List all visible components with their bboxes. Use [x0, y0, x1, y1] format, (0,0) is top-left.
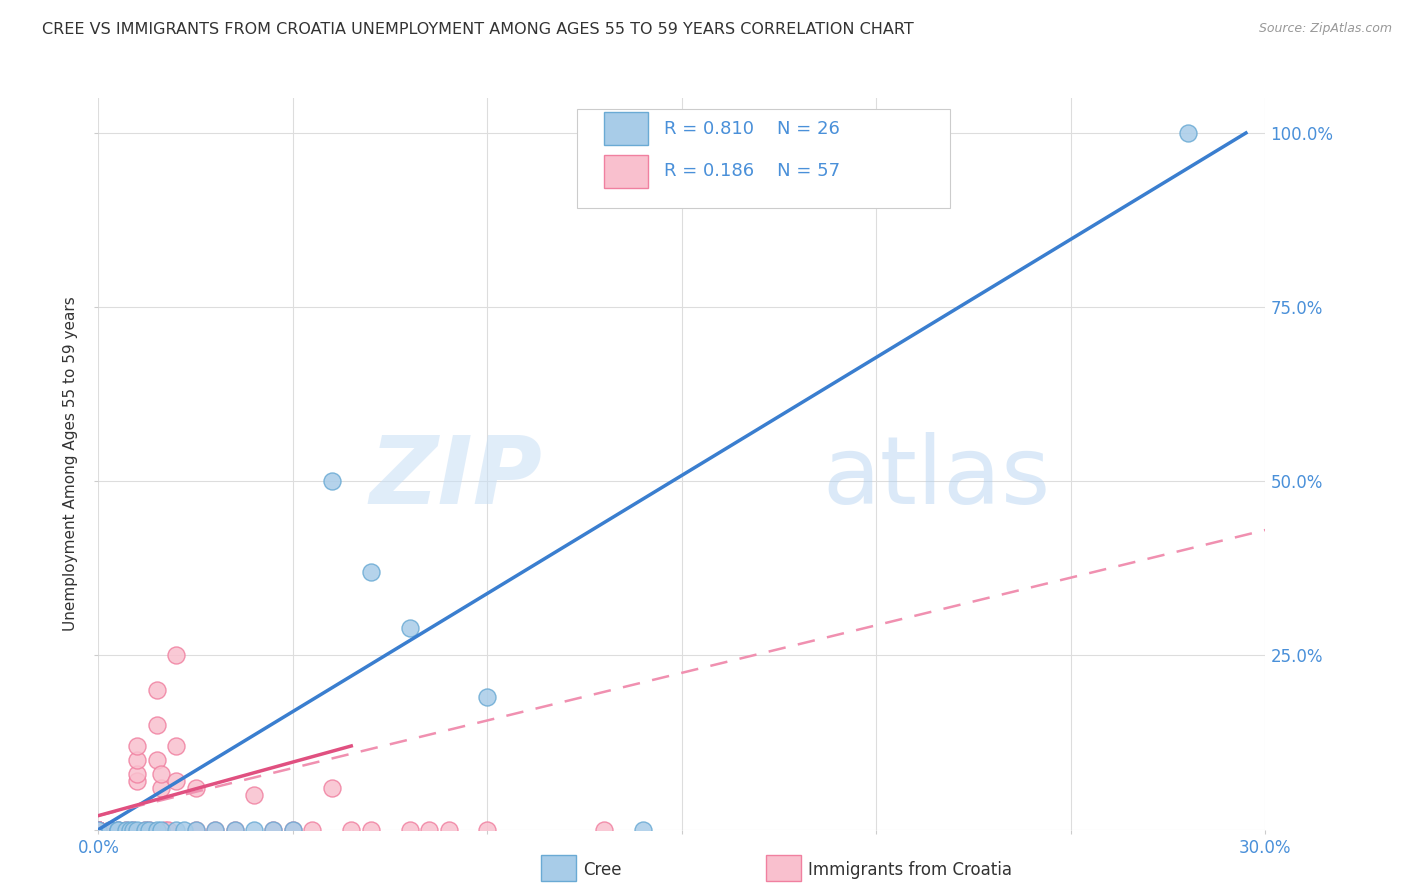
Point	[87, 822, 110, 837]
Point	[87, 822, 110, 837]
Point	[262, 822, 284, 837]
Point	[87, 822, 110, 837]
Point	[281, 822, 304, 837]
Point	[477, 822, 499, 837]
FancyBboxPatch shape	[576, 109, 950, 208]
Text: Cree: Cree	[583, 861, 621, 879]
Point	[165, 822, 187, 837]
Point	[398, 822, 420, 837]
Point	[321, 475, 343, 489]
Point	[321, 780, 343, 795]
Point	[114, 822, 136, 837]
Point	[87, 822, 110, 837]
Point	[127, 767, 149, 781]
Text: atlas: atlas	[823, 433, 1050, 524]
Point	[87, 822, 110, 837]
Text: ZIP: ZIP	[368, 433, 541, 524]
Point	[204, 822, 226, 837]
Point	[153, 822, 176, 837]
Point	[157, 822, 180, 837]
Point	[87, 822, 110, 837]
Point	[360, 822, 382, 837]
Text: CREE VS IMMIGRANTS FROM CROATIA UNEMPLOYMENT AMONG AGES 55 TO 59 YEARS CORRELATI: CREE VS IMMIGRANTS FROM CROATIA UNEMPLOY…	[42, 22, 914, 37]
Text: Source: ZipAtlas.com: Source: ZipAtlas.com	[1258, 22, 1392, 36]
Point	[87, 822, 110, 837]
Point	[122, 822, 145, 837]
Point	[146, 753, 169, 767]
Point	[204, 822, 226, 837]
Point	[98, 822, 121, 837]
Point	[98, 822, 121, 837]
Point	[165, 648, 187, 663]
Point	[107, 822, 129, 837]
Point	[224, 822, 246, 837]
Point	[87, 822, 110, 837]
Point	[87, 822, 110, 837]
Point	[134, 822, 156, 837]
Point	[87, 822, 110, 837]
Point	[477, 690, 499, 705]
Point	[360, 565, 382, 579]
Point	[146, 683, 169, 698]
Point	[87, 822, 110, 837]
Point	[87, 822, 110, 837]
Point	[134, 822, 156, 837]
Point	[146, 822, 169, 837]
Text: Immigrants from Croatia: Immigrants from Croatia	[808, 861, 1012, 879]
Point	[631, 822, 654, 837]
Point	[173, 822, 195, 837]
Point	[243, 822, 266, 837]
Point	[87, 822, 110, 837]
Point	[107, 822, 129, 837]
FancyBboxPatch shape	[603, 155, 648, 187]
Point	[127, 753, 149, 767]
Point	[138, 822, 160, 837]
Y-axis label: Unemployment Among Ages 55 to 59 years: Unemployment Among Ages 55 to 59 years	[63, 296, 79, 632]
Point	[437, 822, 460, 837]
Point	[281, 822, 304, 837]
Point	[127, 773, 149, 788]
Point	[146, 718, 169, 732]
Point	[107, 822, 129, 837]
Point	[127, 739, 149, 753]
Point	[1177, 126, 1199, 140]
Point	[114, 822, 136, 837]
Point	[87, 822, 110, 837]
Point	[87, 822, 110, 837]
Point	[301, 822, 323, 837]
Point	[418, 822, 440, 837]
Point	[184, 822, 207, 837]
Point	[149, 822, 172, 837]
Point	[87, 822, 110, 837]
Text: R = 0.186    N = 57: R = 0.186 N = 57	[665, 162, 841, 180]
Point	[165, 739, 187, 753]
Point	[138, 822, 160, 837]
Point	[224, 822, 246, 837]
Point	[87, 822, 110, 837]
Point	[262, 822, 284, 837]
Point	[87, 822, 110, 837]
Point	[87, 822, 110, 837]
Point	[243, 788, 266, 802]
Point	[593, 822, 616, 837]
Point	[149, 767, 172, 781]
Point	[87, 822, 110, 837]
Point	[398, 621, 420, 635]
FancyBboxPatch shape	[603, 112, 648, 145]
Point	[118, 822, 141, 837]
Point	[184, 822, 207, 837]
Point	[87, 822, 110, 837]
Point	[165, 773, 187, 788]
Point	[149, 780, 172, 795]
Point	[87, 822, 110, 837]
Point	[127, 822, 149, 837]
Text: R = 0.810    N = 26: R = 0.810 N = 26	[665, 120, 841, 138]
Point	[122, 822, 145, 837]
Point	[184, 780, 207, 795]
Point	[340, 822, 363, 837]
